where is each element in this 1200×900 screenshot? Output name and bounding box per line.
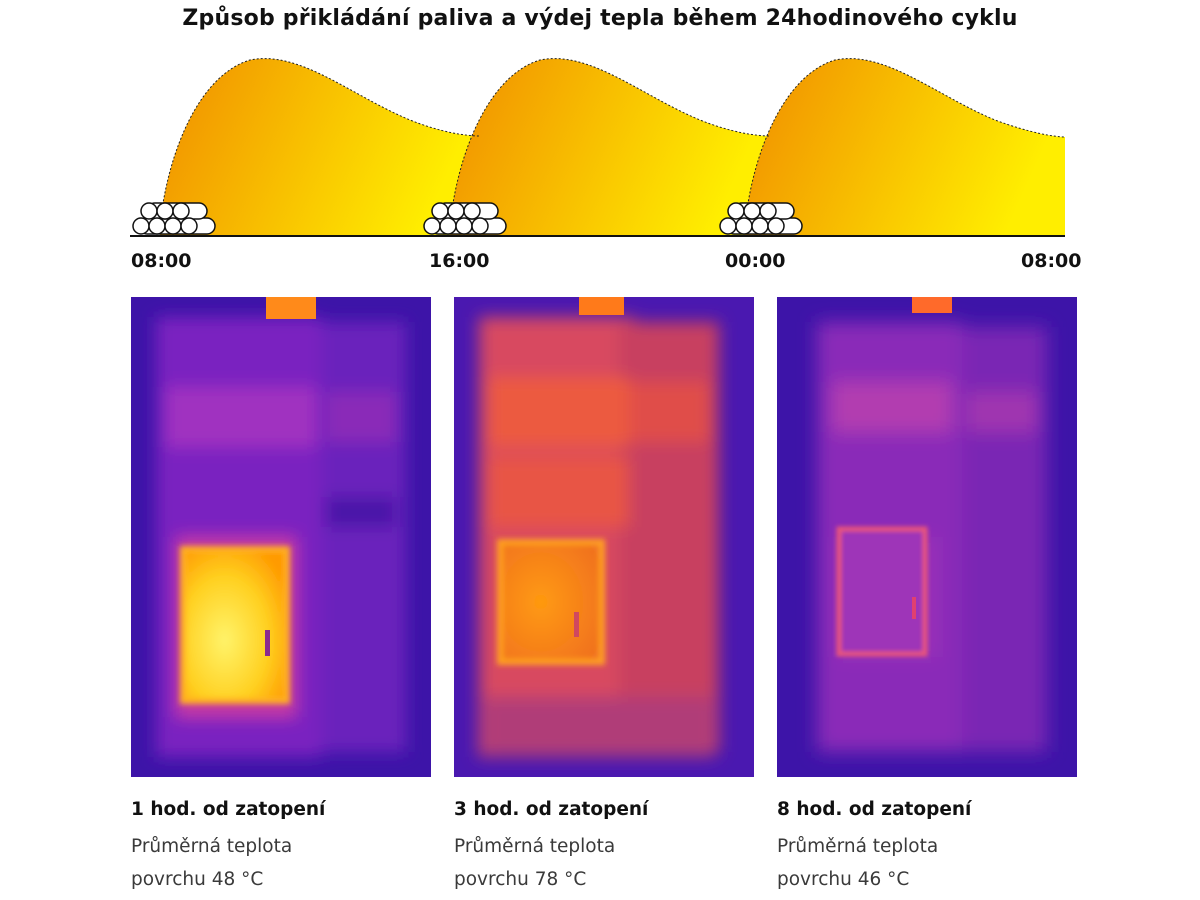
thermal-image-1h — [131, 297, 431, 777]
caption-title: 8 hod. od zatopení — [777, 799, 972, 820]
caption-line2: povrchu 46 °C — [777, 869, 910, 890]
heat-area-1 — [160, 58, 480, 237]
caption-title: 3 hod. od zatopení — [454, 799, 649, 820]
thermal-image-8h — [777, 297, 1077, 777]
page-title: Způsob přikládání paliva a výdej tepla b… — [182, 6, 1018, 31]
caption-3h: 3 hod. od zatopení Průměrná teplota povr… — [454, 798, 774, 896]
caption-line2: povrchu 78 °C — [454, 869, 587, 890]
caption-1h: 1 hod. od zatopení Průměrná teplota povr… — [131, 798, 451, 896]
caption-title: 1 hod. od zatopení — [131, 799, 326, 820]
thermal-image-3h — [454, 297, 754, 777]
caption-line2: povrchu 48 °C — [131, 869, 264, 890]
firewood-stack-icon — [132, 202, 216, 235]
heat-area-3 — [745, 58, 1065, 237]
caption-line1: Průměrná teplota — [131, 836, 293, 857]
time-label-0800-start: 08:00 — [131, 250, 192, 272]
time-label-0800-end: 08:00 — [1021, 250, 1082, 272]
time-label-1600: 16:00 — [429, 250, 490, 272]
caption-line1: Průměrná teplota — [777, 836, 939, 857]
firewood-stack-icon — [719, 202, 803, 235]
heat-area-2 — [450, 58, 770, 237]
caption-8h: 8 hod. od zatopení Průměrná teplota povr… — [777, 798, 1097, 896]
firewood-stack-icon — [423, 202, 507, 235]
time-label-0000: 00:00 — [725, 250, 786, 272]
caption-line1: Průměrná teplota — [454, 836, 616, 857]
heat-release-curve — [130, 58, 1066, 237]
